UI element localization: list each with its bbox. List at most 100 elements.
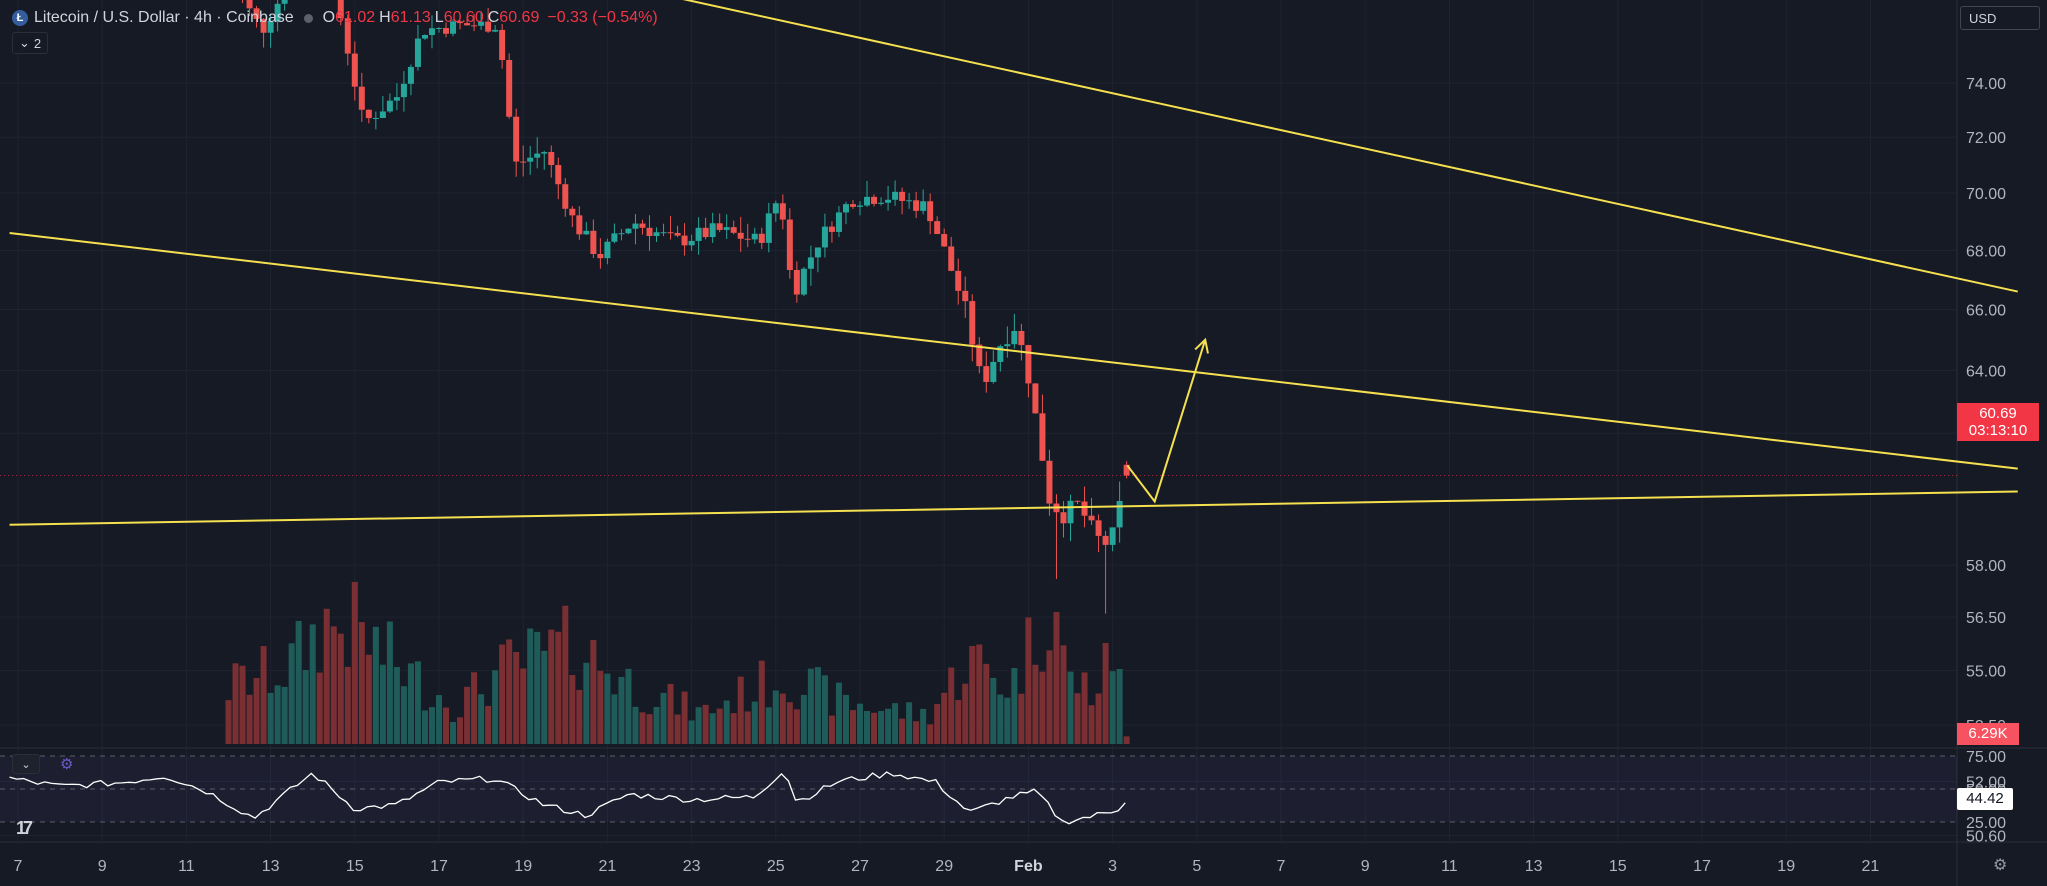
price-tick-label: 56.50 xyxy=(1966,610,2006,627)
volume-bar xyxy=(246,694,253,744)
tradingview-logo-icon[interactable]: 17 xyxy=(16,818,33,838)
volume-bar xyxy=(920,708,927,744)
price-tick-label: 68.00 xyxy=(1966,243,2006,260)
volume-bar xyxy=(295,620,302,744)
volume-bar xyxy=(302,670,309,744)
candle xyxy=(351,41,358,101)
candle xyxy=(906,192,913,209)
candle-body xyxy=(737,232,744,239)
candle-body xyxy=(849,204,856,207)
candle-body xyxy=(492,29,499,32)
candle-body xyxy=(948,246,955,271)
candle-body xyxy=(281,0,288,4)
volume-bar xyxy=(667,683,674,744)
volume-bar xyxy=(709,713,716,744)
volume-bar xyxy=(337,633,344,744)
volume-bar xyxy=(941,692,948,744)
time-tick-label: 17 xyxy=(1693,858,1711,875)
volume-bar xyxy=(471,672,478,744)
candle xyxy=(702,217,709,240)
candle xyxy=(892,180,899,206)
volume-bar xyxy=(555,631,562,744)
volume-bar xyxy=(807,668,814,744)
volume-bar xyxy=(1102,643,1109,744)
volume-bar xyxy=(997,694,1004,744)
candle xyxy=(842,201,849,225)
candle xyxy=(478,11,485,30)
indicators-toggle[interactable]: ⌄ 2 xyxy=(12,32,49,54)
candle-body xyxy=(793,269,800,295)
candle-body xyxy=(534,153,541,158)
candle-body xyxy=(421,35,428,39)
current-price: 60.69 xyxy=(1979,405,2017,422)
volume-bar xyxy=(590,640,597,744)
candle-body xyxy=(562,184,569,209)
candle xyxy=(527,145,534,175)
volume-bar xyxy=(1046,650,1053,744)
candle-body xyxy=(393,97,400,101)
candle xyxy=(421,34,428,40)
candle xyxy=(464,16,471,26)
candle-body xyxy=(1039,413,1046,461)
change-value: −0.33 (−0.54%) xyxy=(547,9,658,26)
volume-bar xyxy=(436,695,442,744)
candle-body xyxy=(1018,331,1025,346)
gear-icon[interactable]: ⚙ xyxy=(1993,857,2008,874)
candle-body xyxy=(927,201,934,222)
volume-bar xyxy=(934,704,941,744)
candle-body xyxy=(864,196,871,206)
candle-body xyxy=(709,223,716,238)
pane-collapse-button[interactable]: ⌄ xyxy=(12,754,40,774)
candle xyxy=(639,219,646,235)
rsi-tick-label: 25.00 xyxy=(1966,815,2006,832)
candle xyxy=(281,0,288,11)
candle xyxy=(660,223,667,237)
candle-body xyxy=(372,117,379,119)
candle-body xyxy=(779,203,786,220)
indicator-settings-icon[interactable]: ⚙ xyxy=(60,756,74,773)
time-tick-label: 15 xyxy=(1609,858,1627,875)
time-tick-label: Feb xyxy=(1014,858,1043,875)
volume-bar xyxy=(864,711,871,744)
volume-bar xyxy=(506,639,513,744)
price-tick-label: 58.00 xyxy=(1966,558,2006,575)
candle xyxy=(583,221,590,235)
candle xyxy=(1067,494,1074,542)
price-tick-label: 72.00 xyxy=(1966,130,2006,147)
candle xyxy=(990,350,997,384)
volume-bar xyxy=(513,651,520,744)
candle-body xyxy=(772,203,779,214)
candle xyxy=(814,247,821,273)
candle-body xyxy=(899,191,906,201)
time-tick-label: 13 xyxy=(1525,858,1543,875)
candle xyxy=(414,24,421,71)
currency-selector[interactable]: USD xyxy=(1960,6,2040,30)
candle-body xyxy=(913,200,920,211)
candle xyxy=(983,351,990,393)
volume-bar xyxy=(793,709,800,744)
candle xyxy=(807,245,814,286)
candle-body xyxy=(548,152,555,166)
candle-body xyxy=(821,226,828,248)
volume-bar xyxy=(948,667,955,744)
volume-bar xyxy=(485,705,492,744)
volume-bar xyxy=(492,670,499,744)
candle-body xyxy=(520,161,527,163)
volume-bar xyxy=(344,666,351,744)
candle-body xyxy=(274,3,281,21)
candle xyxy=(372,111,379,130)
candle-body xyxy=(695,227,702,241)
volume-bar xyxy=(1039,671,1046,744)
symbol-title[interactable]: Litecoin / U.S. Dollar · 4h · Coinbase xyxy=(34,9,294,26)
candle xyxy=(407,64,414,96)
candle-body xyxy=(428,28,435,36)
volume-bar xyxy=(316,672,323,744)
candle xyxy=(555,157,562,200)
volume-bar xyxy=(976,644,983,744)
candle-body xyxy=(344,18,351,54)
candle-body xyxy=(379,111,386,118)
time-tick-label: 23 xyxy=(683,858,701,875)
volume-bar xyxy=(1053,612,1060,744)
